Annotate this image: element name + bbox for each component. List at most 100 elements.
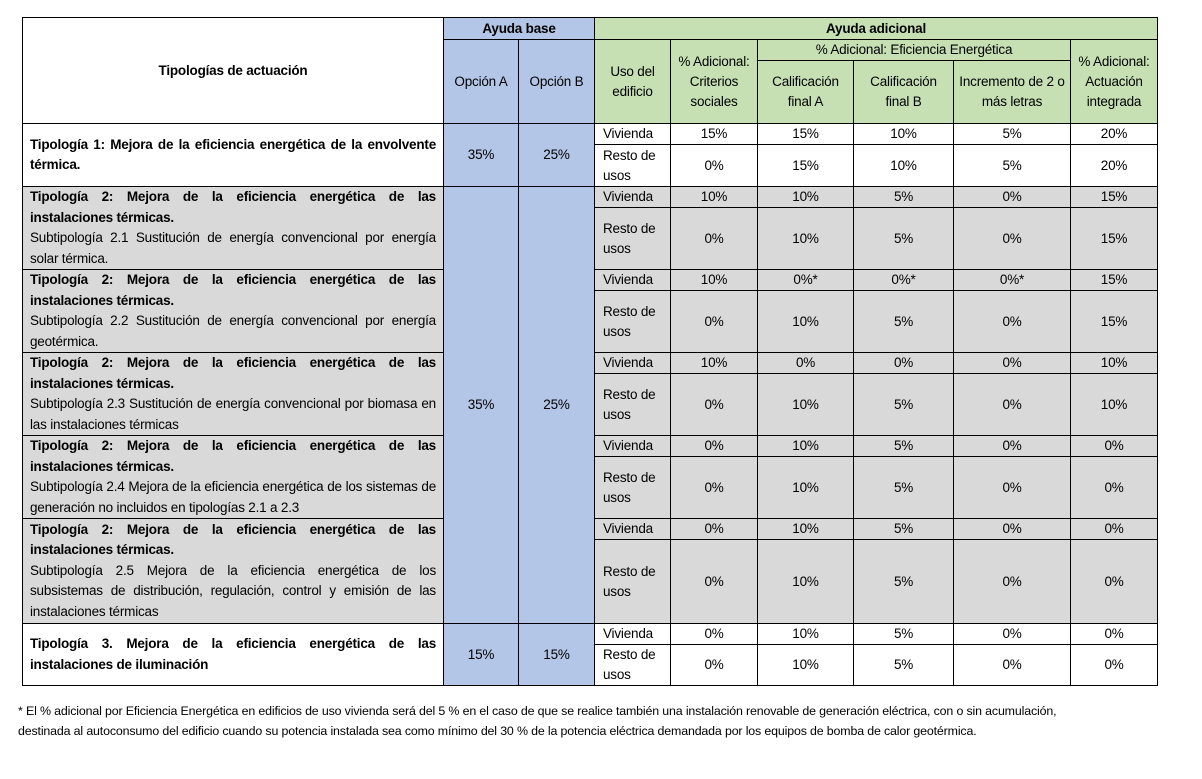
tipologia-subtitle: Subtipología 2.3 Sustitución de energía … bbox=[30, 396, 436, 432]
uso-cell: Resto de usos bbox=[594, 373, 671, 436]
header-ayuda-base: Ayuda base bbox=[443, 17, 595, 40]
opcion-b-value: 25% bbox=[518, 123, 595, 187]
opcion-b-value: 15% bbox=[518, 623, 595, 686]
table-row: Tipología 2: Mejora de la eficiencia ene… bbox=[22, 268, 1158, 353]
value-cell: 10% bbox=[1070, 352, 1158, 374]
value-cell: 5% bbox=[853, 539, 954, 624]
tipologia-subtitle: Subtipología 2.4 Mejora de la eficiencia… bbox=[30, 479, 436, 515]
table-row: Resto de usos 0% 10% 5% 0% 15% bbox=[23, 207, 1158, 270]
value-cell: 10% bbox=[670, 186, 758, 208]
value-cell: 0% bbox=[670, 207, 758, 270]
table-row: Resto de usos 0% 15% 10% 5% 20% bbox=[23, 144, 1158, 187]
value-cell: 10% bbox=[757, 434, 854, 458]
value-cell: 10% bbox=[757, 290, 854, 353]
value-cell: 10% bbox=[670, 352, 758, 374]
value-cell: 0% bbox=[1070, 539, 1158, 624]
value-cell: 0% bbox=[1070, 518, 1158, 540]
value-cell: 0% bbox=[953, 434, 1071, 458]
table-row: Resto de usos 0% 10% 5% 0% 0% bbox=[23, 456, 1158, 519]
header-tipologias: Tipologías de actuación bbox=[22, 17, 444, 124]
value-cell: 15% bbox=[1070, 290, 1158, 353]
value-cell: 0% bbox=[953, 290, 1071, 353]
header-calif-b: Calificación final B bbox=[853, 60, 954, 124]
tipologia-title: Tipología 3. Mejora de la eficiencia ene… bbox=[30, 636, 436, 672]
table-row: Tipología 2: Mejora de la eficiencia ene… bbox=[22, 518, 1158, 624]
header-calif-a: Calificación final A bbox=[757, 60, 854, 124]
value-cell: 10% bbox=[757, 186, 854, 208]
value-cell: 15% bbox=[757, 123, 854, 145]
value-cell: 0% bbox=[953, 186, 1071, 208]
footnote-line-1: * El % adicional por Eficiencia Energéti… bbox=[18, 704, 1057, 718]
value-cell: 0% bbox=[1070, 644, 1158, 686]
value-cell: 10% bbox=[853, 123, 954, 145]
value-cell: 0% bbox=[953, 207, 1071, 270]
value-cell: 5% bbox=[853, 186, 954, 208]
uso-cell: Vivienda bbox=[594, 518, 671, 540]
value-cell: 0% bbox=[670, 434, 758, 458]
tipologia-cell: Tipología 2: Mejora de la eficiencia ene… bbox=[22, 186, 444, 270]
uso-cell: Resto de usos bbox=[594, 207, 671, 270]
table-row: Resto de usos 0% 10% 5% 0% 10% bbox=[23, 373, 1158, 436]
header-integrada: % Adicional: Actuación integrada bbox=[1070, 39, 1158, 124]
uso-cell: Resto de usos bbox=[594, 539, 671, 624]
value-cell: 15% bbox=[1070, 186, 1158, 208]
value-cell: 10% bbox=[757, 623, 854, 645]
value-cell: 0%* bbox=[757, 268, 854, 292]
value-cell: 20% bbox=[1070, 123, 1158, 145]
table-row: Tipología 3. Mejora de la eficiencia ene… bbox=[22, 623, 1158, 686]
value-cell: 15% bbox=[670, 123, 758, 145]
opcion-a-value: 15% bbox=[443, 623, 519, 686]
uso-cell: Resto de usos bbox=[594, 456, 671, 519]
value-cell: 0% bbox=[1070, 623, 1158, 645]
tipologia-cell: Tipología 3. Mejora de la eficiencia ene… bbox=[22, 623, 444, 686]
value-cell: 5% bbox=[853, 456, 954, 519]
value-cell: 0%* bbox=[853, 268, 954, 292]
opcion-a-value: 35% bbox=[443, 186, 519, 624]
value-cell: 0% bbox=[953, 539, 1071, 624]
value-cell: 10% bbox=[757, 207, 854, 270]
value-cell: 0% bbox=[953, 518, 1071, 540]
header-criterios: % Adicional: Criterios sociales bbox=[670, 39, 758, 124]
value-cell: 0% bbox=[757, 352, 854, 374]
value-cell: 0% bbox=[670, 373, 758, 436]
tipologia-subtitle: Subtipología 2.1 Sustitución de energía … bbox=[30, 230, 436, 266]
value-cell: 10% bbox=[670, 268, 758, 292]
value-cell: 5% bbox=[953, 144, 1071, 187]
value-cell: 5% bbox=[853, 518, 954, 540]
value-cell: 10% bbox=[757, 539, 854, 624]
ayudas-table: Tipologías de actuación Ayuda base Ayuda… bbox=[22, 17, 1158, 686]
value-cell: 10% bbox=[757, 373, 854, 436]
value-cell: 5% bbox=[953, 123, 1071, 145]
value-cell: 20% bbox=[1070, 144, 1158, 187]
value-cell: 10% bbox=[757, 644, 854, 686]
table-row: Tipología 2: Mejora de la eficiencia ene… bbox=[22, 186, 1158, 624]
uso-cell: Vivienda bbox=[594, 434, 671, 458]
value-cell: 15% bbox=[1070, 268, 1158, 292]
table-row: Tipología 2: Mejora de la eficiencia ene… bbox=[22, 352, 1158, 436]
header-opcion-b: Opción B bbox=[518, 39, 595, 124]
value-cell: 0% bbox=[670, 456, 758, 519]
value-cell: 10% bbox=[1070, 373, 1158, 436]
tipologia-cell: Tipología 2: Mejora de la eficiencia ene… bbox=[22, 435, 444, 519]
tipologia-title: Tipología 2: Mejora de la eficiencia ene… bbox=[30, 521, 436, 558]
value-cell: 0% bbox=[1070, 456, 1158, 519]
value-cell: 0% bbox=[953, 623, 1071, 645]
value-cell: 10% bbox=[757, 456, 854, 519]
value-cell: 0% bbox=[953, 373, 1071, 436]
tipologia-subtitle: Subtipología 2.2 Sustitución de energía … bbox=[30, 313, 436, 349]
value-cell: 5% bbox=[853, 623, 954, 645]
header-ayuda-adicional: Ayuda adicional bbox=[594, 17, 1158, 40]
value-cell: 5% bbox=[853, 644, 954, 686]
tipologia-title: Tipología 2: Mejora de la eficiencia ene… bbox=[30, 189, 436, 225]
tipologia-title: Tipología 1: Mejora de la eficiencia ene… bbox=[30, 136, 436, 173]
tipologia-title: Tipología 2: Mejora de la eficiencia ene… bbox=[30, 272, 436, 308]
value-cell: 5% bbox=[853, 290, 954, 353]
tipologia-cell: Tipología 2: Mejora de la eficiencia ene… bbox=[22, 269, 444, 353]
value-cell: 0% bbox=[670, 290, 758, 353]
opcion-b-value: 25% bbox=[518, 186, 595, 624]
uso-cell: Resto de usos bbox=[594, 290, 671, 353]
value-cell: 15% bbox=[1070, 207, 1158, 270]
value-cell: 0%* bbox=[953, 268, 1071, 292]
opcion-a-value: 35% bbox=[443, 123, 519, 187]
value-cell: 0% bbox=[1070, 434, 1158, 458]
